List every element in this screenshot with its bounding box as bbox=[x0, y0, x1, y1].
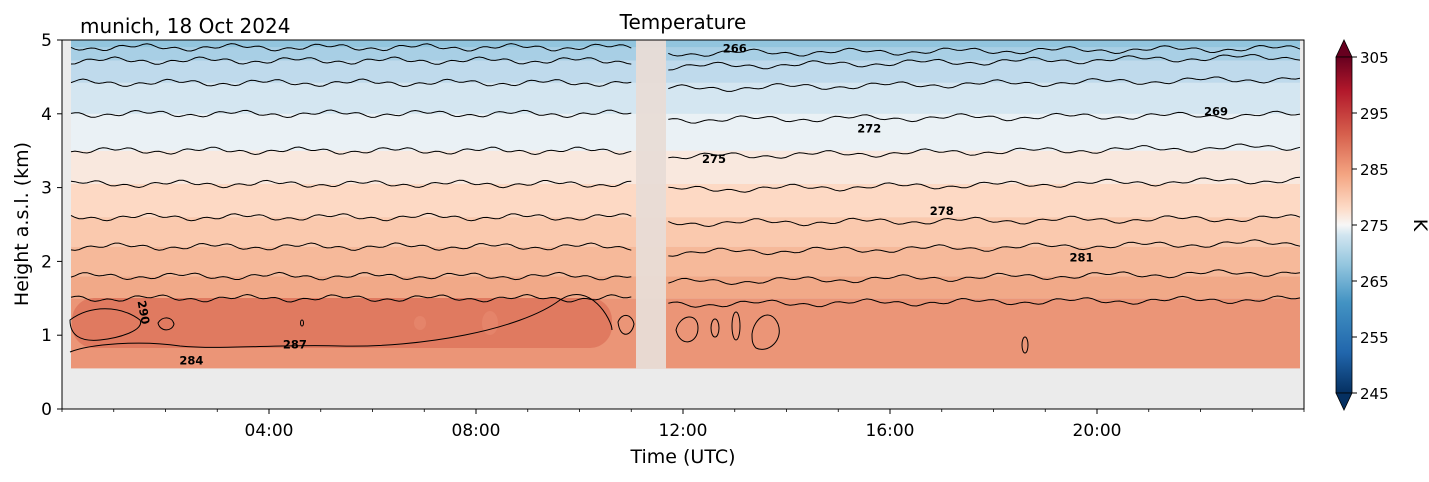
colorbar-tick-label: 275 bbox=[1360, 217, 1389, 235]
contour-line-278 bbox=[668, 176, 1301, 193]
x-tick-label: 16:00 bbox=[866, 421, 915, 441]
closed-contour bbox=[157, 317, 175, 331]
colorbar-tick-label: 255 bbox=[1360, 329, 1389, 347]
contour-line-272 bbox=[668, 110, 1301, 124]
chart-title: Temperature bbox=[619, 10, 747, 34]
contour-line-263 bbox=[70, 43, 632, 52]
x-axis-ticks: 04:00 08:00 12:00 16:00 20:00 bbox=[61, 409, 1305, 441]
contour-line-275 bbox=[668, 143, 1301, 160]
closed-contour bbox=[69, 308, 142, 341]
contour-line-263 bbox=[668, 44, 1301, 57]
temperature-band bbox=[71, 47, 1300, 61]
colorbar-ticks: 305 295 285 275 265 255 245 bbox=[1352, 49, 1389, 403]
contour-label-269: 269 bbox=[1204, 104, 1228, 118]
x-tick-label: 08:00 bbox=[452, 421, 501, 441]
closed-contour bbox=[751, 314, 780, 350]
temperature-band bbox=[71, 40, 1300, 48]
contour-label-272: 272 bbox=[857, 121, 881, 135]
temperature-field bbox=[71, 40, 1300, 369]
closed-contour bbox=[731, 311, 741, 341]
contour-line-269 bbox=[668, 76, 1301, 92]
y-tick-label: 1 bbox=[41, 326, 52, 346]
temperature-band bbox=[71, 246, 1300, 277]
y-tick-label: 0 bbox=[41, 400, 52, 420]
temperature-band bbox=[71, 217, 1300, 247]
temperature-band bbox=[71, 276, 1300, 299]
colorbar-tick-label: 285 bbox=[1360, 161, 1389, 179]
contour-line-275 bbox=[70, 146, 632, 156]
closed-contour bbox=[675, 316, 699, 343]
contour-line-290 bbox=[70, 293, 632, 303]
x-tick-label: 04:00 bbox=[245, 421, 294, 441]
contour-label-284: 284 bbox=[179, 354, 203, 368]
contour-line-266 bbox=[70, 56, 632, 65]
contour-label-266: 266 bbox=[723, 42, 747, 56]
y-tick-label: 4 bbox=[41, 105, 52, 125]
contour-line-272 bbox=[70, 109, 632, 119]
x-tick-label: 12:00 bbox=[659, 421, 708, 441]
contour-line-269 bbox=[70, 78, 632, 88]
colorbar-tick-label: 265 bbox=[1360, 273, 1389, 291]
y-axis-label: Height a.s.l. (km) bbox=[11, 142, 33, 306]
contour-line-284 bbox=[70, 242, 632, 251]
contour-line-287 bbox=[668, 269, 1301, 286]
temperature-band bbox=[71, 60, 1300, 83]
closed-contour bbox=[710, 318, 720, 338]
contour-line-281 bbox=[70, 212, 632, 222]
contour-line-287 bbox=[70, 271, 632, 281]
colorbar-top-extend bbox=[1335, 39, 1353, 58]
colorbar-bottom-extend bbox=[1335, 392, 1353, 411]
contour-lines bbox=[70, 43, 1301, 308]
temperature-band bbox=[71, 82, 1300, 114]
temperature-band bbox=[71, 113, 1300, 151]
temperature-band bbox=[71, 150, 1300, 184]
contour-line-290 bbox=[668, 295, 1301, 308]
y-tick-label: 2 bbox=[41, 252, 52, 272]
colorbar-gradient bbox=[1335, 56, 1353, 394]
y-axis-ticks: 0 1 2 3 4 5 bbox=[41, 31, 62, 420]
surface-closed-contours bbox=[69, 293, 1029, 354]
closed-contour bbox=[1021, 336, 1029, 354]
surface-contour-segment bbox=[69, 293, 613, 353]
contour-label-278: 278 bbox=[930, 204, 954, 218]
location-date-label: munich, 18 Oct 2024 bbox=[80, 14, 290, 38]
x-axis-label: Time (UTC) bbox=[629, 446, 735, 468]
colorbar-tick-label: 295 bbox=[1360, 105, 1389, 123]
x-tick-label: 20:00 bbox=[1073, 421, 1122, 441]
missing-data-column bbox=[636, 40, 666, 369]
contour-line-284 bbox=[668, 239, 1301, 257]
warm-core bbox=[72, 298, 612, 348]
contour-line-266 bbox=[668, 54, 1301, 71]
contour-label-290: 290 bbox=[135, 299, 153, 325]
closed-contour bbox=[300, 319, 304, 327]
temperature-band bbox=[71, 183, 1300, 218]
y-tick-label: 5 bbox=[41, 31, 52, 51]
colorbar-tick-label: 305 bbox=[1360, 49, 1389, 67]
closed-contour bbox=[617, 315, 635, 335]
contour-labels: 266 269 272 275 278 281 284 287 290 bbox=[135, 42, 1228, 368]
contour-label-287: 287 bbox=[283, 337, 307, 351]
contour-line-281 bbox=[668, 214, 1301, 228]
y-tick-label: 3 bbox=[41, 179, 52, 199]
contour-label-281: 281 bbox=[1069, 250, 1093, 264]
contour-label-275: 275 bbox=[702, 152, 726, 166]
colorbar: 305 295 285 275 265 255 245 K bbox=[1335, 39, 1429, 411]
colorbar-tick-label: 245 bbox=[1360, 385, 1389, 403]
contour-line-278 bbox=[70, 179, 632, 189]
colorbar-label: K bbox=[1409, 219, 1429, 232]
